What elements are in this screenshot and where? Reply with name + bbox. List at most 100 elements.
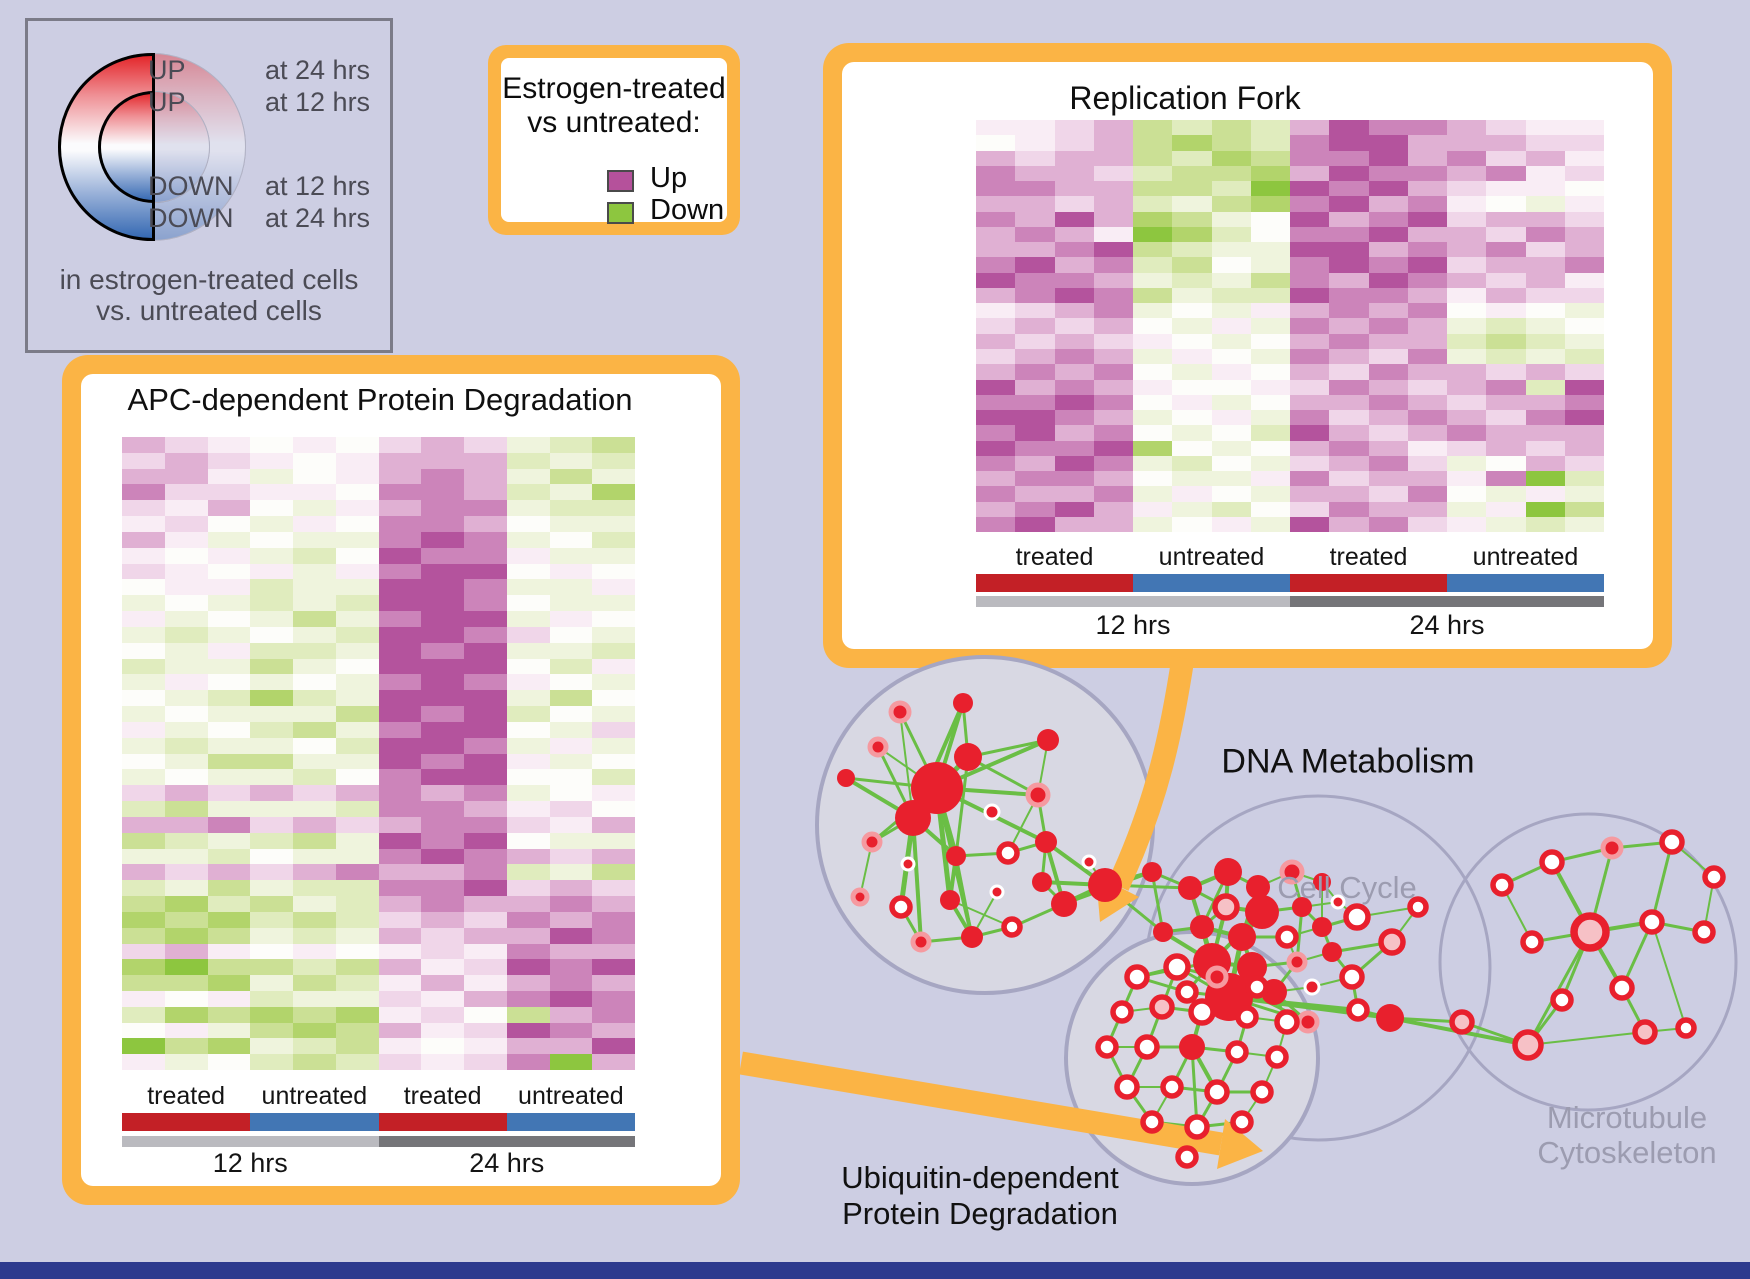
heatmap-cell bbox=[1250, 394, 1290, 411]
heatmap-cell bbox=[464, 563, 507, 580]
heatmap-cell bbox=[335, 706, 379, 722]
heatmap-cell bbox=[1407, 455, 1447, 472]
heatmap-cell bbox=[421, 990, 464, 1007]
heatmap-cell bbox=[1172, 135, 1212, 151]
network-edge bbox=[1145, 1006, 1164, 1048]
heatmap-cell bbox=[335, 1022, 379, 1039]
legend-row-down-12: DOWN at 12 hrs bbox=[148, 171, 383, 201]
heatmap-cell bbox=[293, 864, 336, 881]
network-edge bbox=[1356, 906, 1419, 918]
heatmap-cell bbox=[464, 579, 507, 596]
heatmap-cell bbox=[250, 437, 293, 453]
heatmap-cell bbox=[378, 437, 422, 453]
network-node bbox=[1343, 903, 1371, 931]
heatmap-cell bbox=[549, 769, 593, 786]
heatmap-cell bbox=[549, 864, 593, 881]
network-edge bbox=[1044, 840, 1107, 887]
heatmap-cell bbox=[1486, 165, 1526, 182]
heatmap-cell bbox=[1447, 364, 1487, 380]
heatmap-cell bbox=[1172, 120, 1212, 136]
heatmap-cell bbox=[1407, 150, 1447, 166]
network-node bbox=[1245, 975, 1269, 999]
heatmap-cell bbox=[1133, 196, 1173, 212]
network-edge bbox=[1261, 1056, 1278, 1093]
heatmap-cell bbox=[1172, 303, 1212, 319]
network-edge bbox=[971, 925, 1013, 939]
heatmap-cell bbox=[421, 484, 464, 501]
heatmap-cell bbox=[207, 943, 251, 960]
heatmap-cell bbox=[335, 1054, 379, 1071]
heatmap-cell bbox=[378, 769, 422, 786]
heatmap-cell bbox=[1368, 272, 1408, 288]
heatmap-cell bbox=[335, 484, 379, 501]
heatmap-cell bbox=[464, 737, 507, 754]
heatmap-cell bbox=[293, 484, 336, 501]
heatmap-cell bbox=[1015, 471, 1055, 487]
heatmap-cell bbox=[335, 452, 379, 469]
heatmap-cell bbox=[549, 437, 593, 453]
heatmap-cell bbox=[1290, 486, 1330, 502]
network-edge bbox=[1088, 861, 1106, 886]
heatmap-cell bbox=[1211, 257, 1251, 273]
heatmap-cell bbox=[421, 452, 464, 469]
heatmap-cell bbox=[1564, 486, 1604, 502]
heatmap-cell bbox=[207, 801, 251, 817]
heatmap-cell bbox=[976, 394, 1016, 411]
heatmap-cell bbox=[122, 769, 165, 786]
heatmap-cell bbox=[1172, 471, 1212, 487]
network-edge bbox=[1136, 975, 1188, 994]
network-edge bbox=[967, 738, 1049, 759]
heatmap-row bbox=[122, 1006, 635, 1023]
network-edge bbox=[936, 738, 1049, 790]
heatmap-cell bbox=[1211, 135, 1251, 151]
heatmap-cell bbox=[1564, 165, 1604, 182]
heatmap-cell bbox=[1250, 135, 1290, 151]
network-edge bbox=[1527, 1031, 1646, 1046]
heatmap-cell bbox=[250, 785, 293, 802]
heatmap-cell bbox=[1486, 425, 1526, 441]
network-edge bbox=[911, 816, 958, 858]
heatmap-cell bbox=[464, 816, 507, 833]
heatmap-cell bbox=[122, 943, 165, 960]
heatmap-cell bbox=[378, 1022, 422, 1039]
heatmap-cell bbox=[1447, 181, 1487, 197]
network-edge bbox=[1160, 966, 1179, 1008]
heatmap-cell bbox=[335, 737, 379, 754]
heatmap-cell bbox=[549, 753, 593, 770]
network-edge bbox=[1236, 1051, 1278, 1058]
heatmap-cell bbox=[1407, 196, 1447, 212]
heatmap-cell bbox=[293, 832, 336, 849]
heatmap-cell bbox=[1329, 165, 1369, 182]
heatmap-cell bbox=[1133, 120, 1173, 136]
heatmap-cell bbox=[1015, 211, 1055, 227]
heatmap-cell bbox=[335, 563, 379, 580]
heatmap-cell bbox=[1250, 440, 1290, 456]
repl-condition-bar bbox=[1290, 574, 1447, 592]
heatmap-cell bbox=[1407, 287, 1447, 304]
network-node bbox=[940, 890, 960, 910]
heatmap-row bbox=[976, 211, 1604, 227]
heatmap-cell bbox=[1368, 455, 1408, 472]
network-node bbox=[1140, 1110, 1164, 1134]
heatmap-cell bbox=[1525, 120, 1565, 136]
heatmap-cell bbox=[1290, 501, 1330, 517]
heatmap-cell bbox=[122, 721, 165, 738]
heatmap-cell bbox=[1447, 318, 1487, 334]
heatmap-cell bbox=[976, 425, 1016, 441]
heatmap-cell bbox=[1054, 211, 1094, 227]
heatmap-cell bbox=[335, 769, 379, 786]
heatmap-cell bbox=[207, 975, 251, 991]
network-node bbox=[1124, 964, 1150, 990]
heatmap-cell bbox=[122, 706, 165, 722]
heatmap-cell bbox=[1250, 272, 1290, 288]
network-edge bbox=[1201, 995, 1230, 1014]
heatmap-cell bbox=[421, 516, 464, 532]
heatmap-cell bbox=[122, 674, 165, 691]
apc-time-bar bbox=[378, 1136, 635, 1147]
heatmap-cell bbox=[1211, 196, 1251, 212]
network-edge bbox=[1651, 920, 1705, 934]
heatmap-cell bbox=[1133, 150, 1173, 166]
heatmap-cell bbox=[1407, 410, 1447, 426]
network-edge bbox=[1227, 965, 1254, 999]
network-node bbox=[1225, 1040, 1249, 1064]
